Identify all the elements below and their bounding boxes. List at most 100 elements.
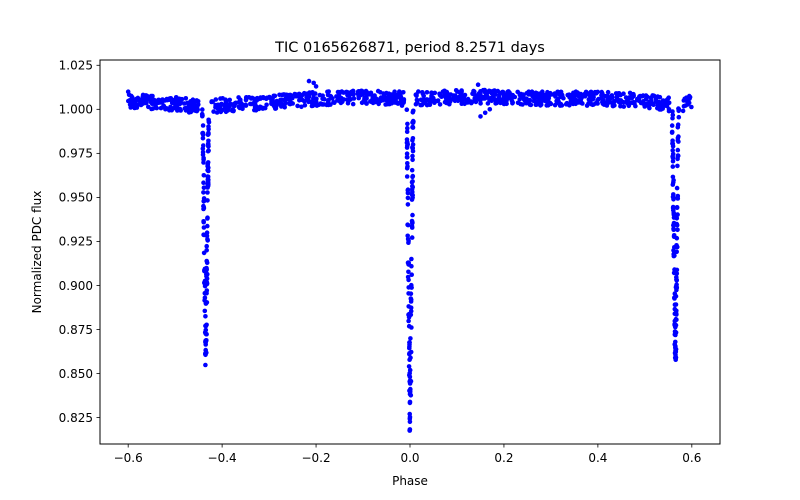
data-point xyxy=(282,105,288,110)
data-point xyxy=(236,104,242,110)
x-tick-label: −0.6 xyxy=(114,451,143,465)
data-point xyxy=(215,102,221,108)
data-point xyxy=(510,101,515,106)
data-point xyxy=(399,103,405,108)
data-point xyxy=(203,339,208,345)
data-point xyxy=(158,105,164,111)
data-point xyxy=(409,167,415,173)
data-point xyxy=(406,262,412,267)
data-point xyxy=(409,197,415,202)
data-point xyxy=(345,92,350,98)
data-point xyxy=(672,311,678,317)
data-point xyxy=(135,95,141,101)
data-point xyxy=(206,144,211,149)
data-point xyxy=(670,141,676,146)
data-point xyxy=(674,222,680,228)
data-point xyxy=(674,267,680,273)
data-point xyxy=(311,91,316,97)
data-point xyxy=(641,99,646,104)
data-point xyxy=(573,101,578,107)
data-point xyxy=(134,105,140,110)
data-point xyxy=(405,274,411,280)
data-point xyxy=(410,157,415,163)
data-point xyxy=(183,96,189,101)
data-point xyxy=(674,285,680,290)
data-points xyxy=(125,78,694,433)
data-point xyxy=(497,92,502,98)
data-point xyxy=(243,102,248,108)
data-point xyxy=(405,222,410,227)
data-point xyxy=(487,107,493,112)
data-point xyxy=(163,106,168,112)
data-point xyxy=(217,108,222,113)
data-point xyxy=(200,123,206,128)
data-point xyxy=(672,245,677,250)
data-point xyxy=(424,90,430,95)
y-tick-label: 0.925 xyxy=(59,235,93,249)
data-point xyxy=(444,89,450,95)
data-point xyxy=(618,103,623,109)
data-point xyxy=(430,91,435,96)
data-point xyxy=(407,419,413,425)
data-point xyxy=(673,355,679,361)
data-point xyxy=(605,89,611,95)
data-point xyxy=(674,271,680,276)
data-point xyxy=(200,130,206,136)
data-point xyxy=(505,92,511,98)
data-point xyxy=(140,101,146,106)
data-point xyxy=(205,216,210,221)
y-tick-label: 0.975 xyxy=(59,147,93,161)
data-point xyxy=(489,97,495,103)
data-point xyxy=(405,143,410,149)
data-point xyxy=(380,97,386,103)
data-point xyxy=(210,99,215,104)
data-point xyxy=(580,101,585,106)
data-point xyxy=(670,109,675,114)
data-point xyxy=(533,102,539,107)
data-point xyxy=(666,95,671,100)
data-point xyxy=(201,225,207,230)
data-point xyxy=(545,89,550,95)
data-point xyxy=(404,151,410,156)
data-point xyxy=(304,97,309,103)
data-point xyxy=(631,93,636,98)
data-point xyxy=(226,105,231,111)
data-point xyxy=(410,136,416,141)
data-point xyxy=(148,100,154,105)
data-point xyxy=(139,97,144,102)
data-point xyxy=(297,98,302,103)
data-point xyxy=(206,117,211,123)
data-point xyxy=(682,96,688,102)
data-point xyxy=(545,100,550,106)
data-point xyxy=(600,101,606,107)
data-point xyxy=(610,101,616,107)
y-tick-label: 1.025 xyxy=(59,59,93,73)
data-point xyxy=(689,104,694,110)
data-point xyxy=(362,96,368,102)
data-point xyxy=(405,121,410,127)
data-point xyxy=(408,308,414,314)
data-point xyxy=(455,98,461,104)
data-point xyxy=(272,105,278,110)
data-point xyxy=(409,180,415,185)
data-point xyxy=(441,93,447,98)
data-point xyxy=(621,91,626,96)
data-point xyxy=(675,196,681,201)
data-point xyxy=(526,99,531,105)
data-point xyxy=(410,173,416,179)
data-point xyxy=(409,272,415,278)
data-point xyxy=(669,129,675,135)
data-point xyxy=(478,101,483,106)
data-point xyxy=(607,96,613,101)
data-point xyxy=(322,96,327,102)
data-point xyxy=(416,89,421,94)
data-point xyxy=(670,164,676,169)
data-point xyxy=(604,103,610,108)
data-point xyxy=(670,158,676,164)
data-point xyxy=(637,94,642,99)
data-point xyxy=(482,110,488,116)
data-point xyxy=(497,100,503,105)
data-point xyxy=(358,92,364,98)
data-point xyxy=(674,205,680,210)
